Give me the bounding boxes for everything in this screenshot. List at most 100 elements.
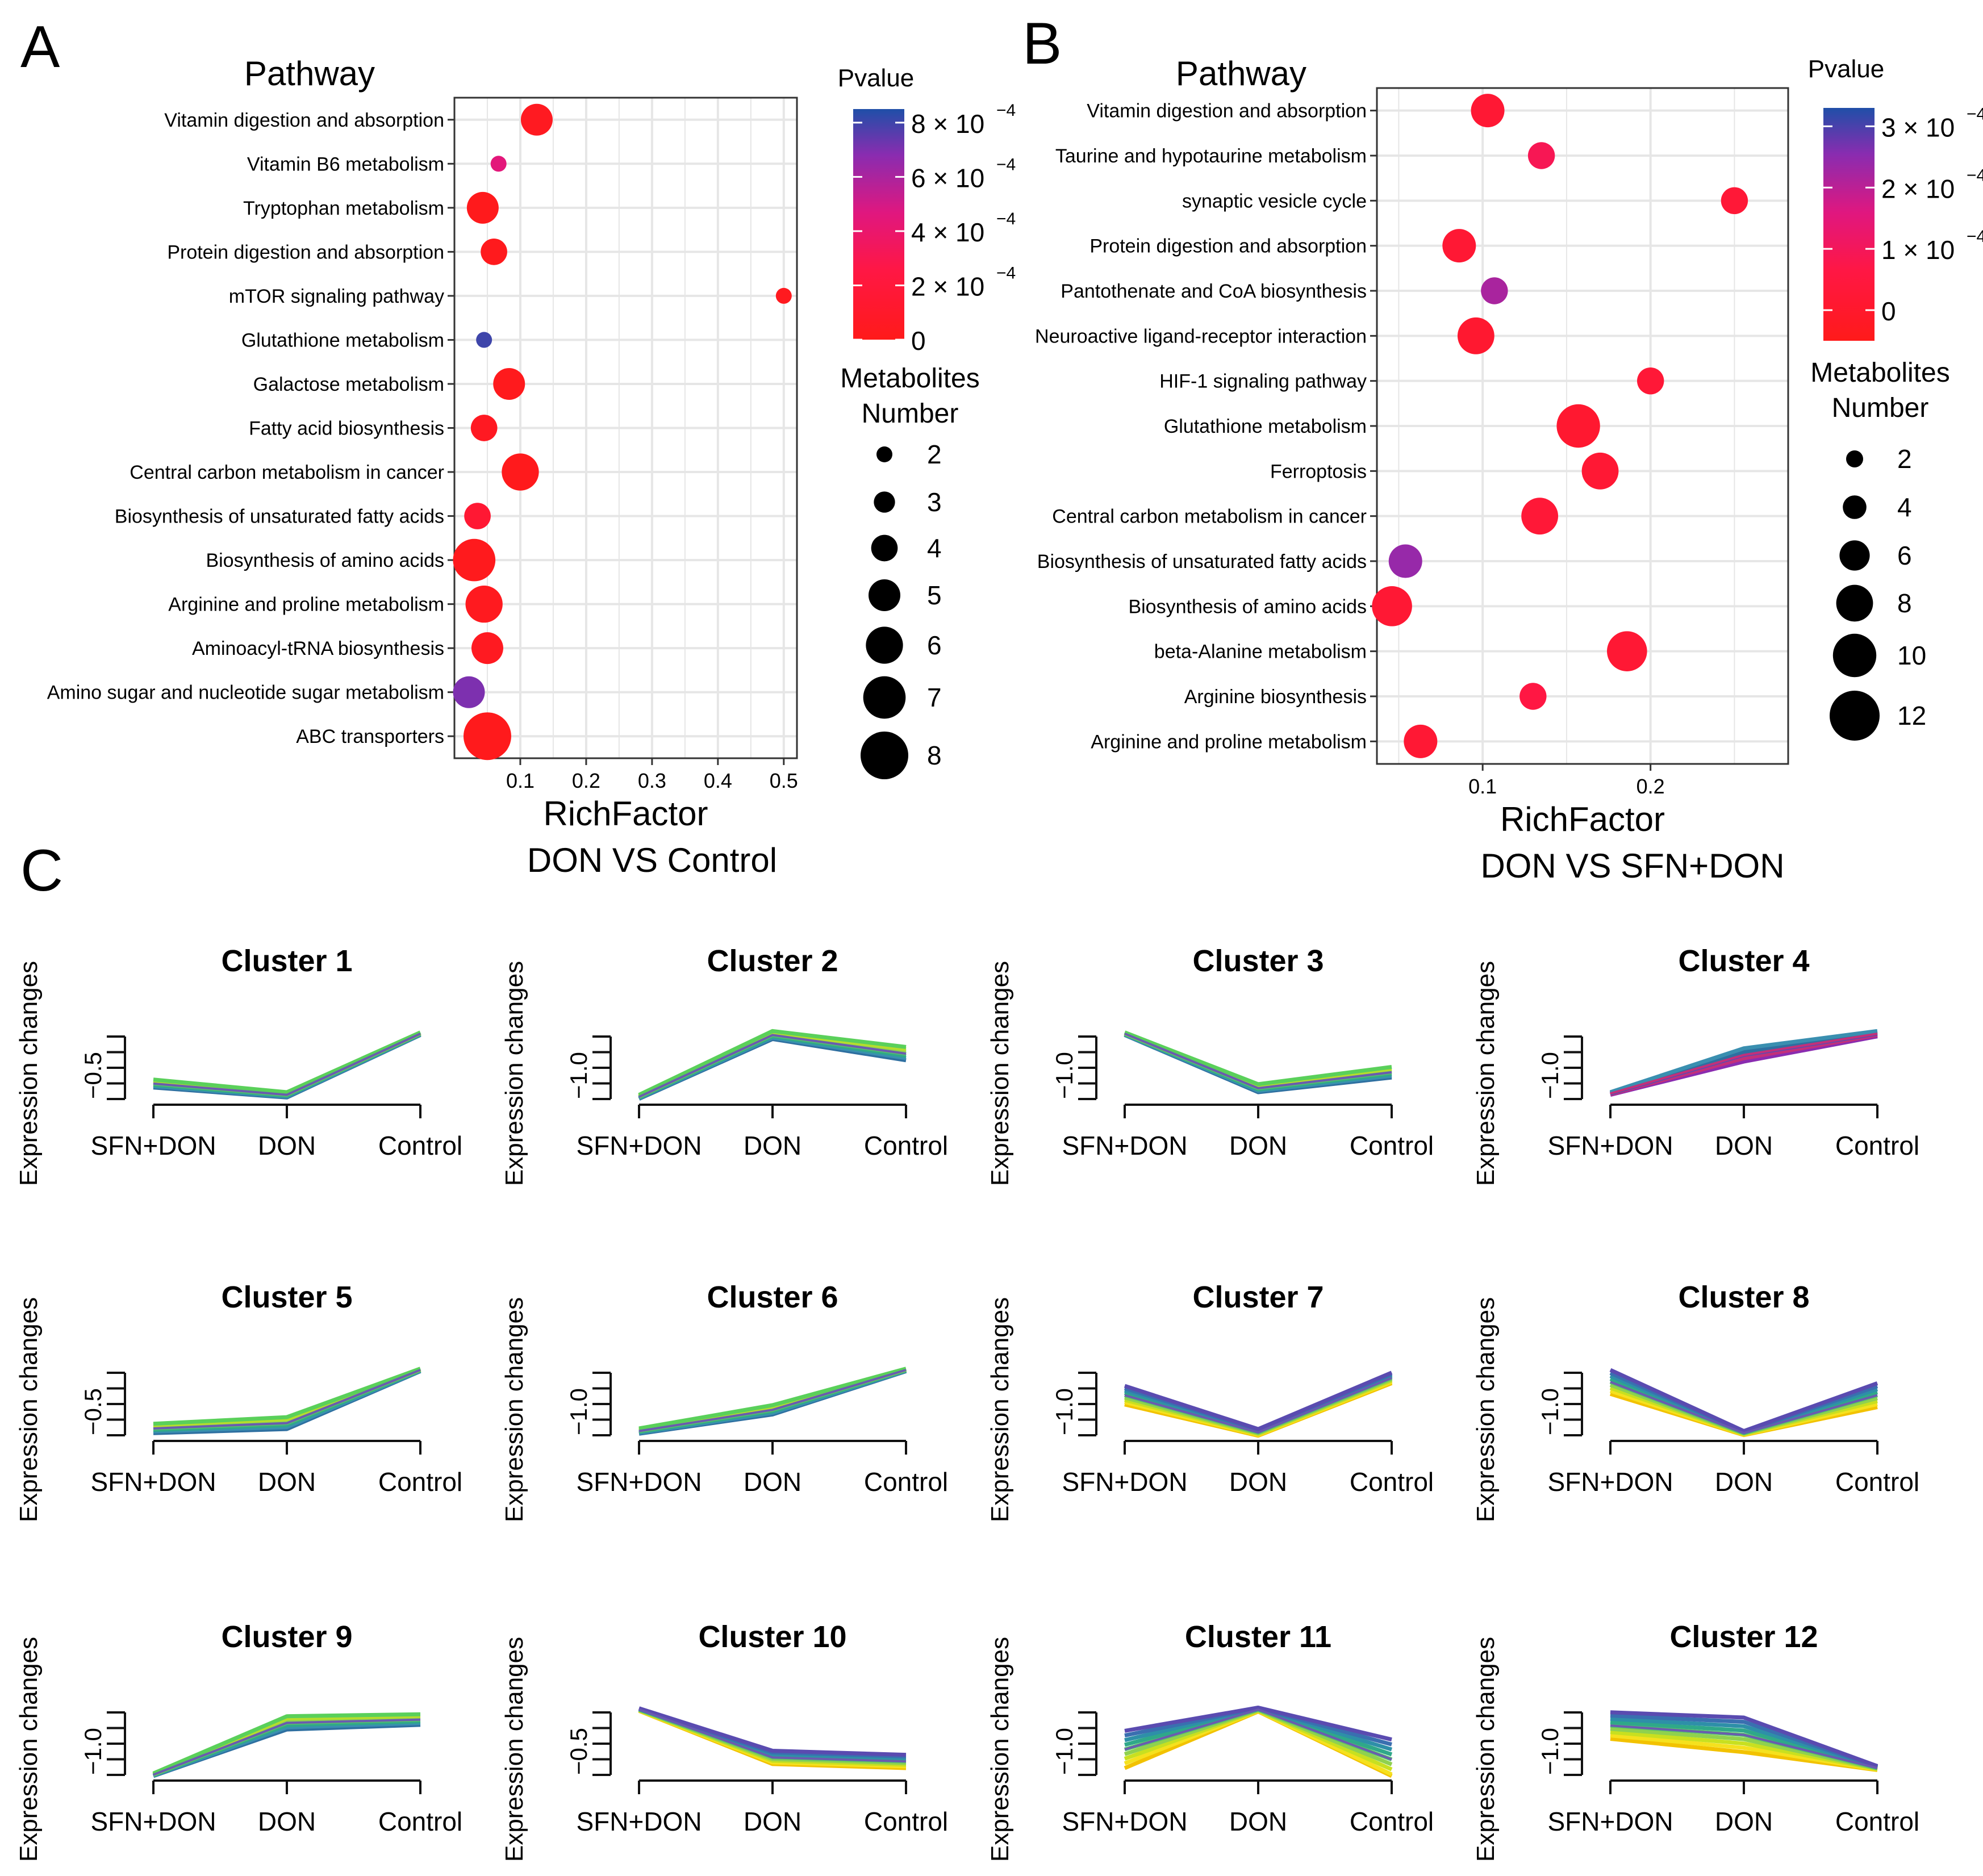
pathway-bubble (1637, 367, 1664, 395)
cluster-plot: Cluster 4 Expression changes −1.0 SFN+DON DO… (1472, 944, 1919, 1186)
pvalue-tick-label: 8 × 10 (911, 109, 984, 139)
x-tick-label: 0.1 (506, 769, 535, 792)
y-axis-label: Expression changes (15, 961, 43, 1186)
x-tick-label: Control (1350, 1131, 1434, 1160)
y-axis-label: Expression changes (15, 1297, 43, 1522)
expression-line (153, 1367, 421, 1426)
pathway-bubble (502, 453, 539, 491)
expression-mean-line (638, 1708, 907, 1763)
expression-line (638, 1029, 907, 1097)
y-tick-label: −1.0 (565, 1052, 592, 1099)
pathway-label: Glutathione metabolism (241, 329, 444, 351)
x-tick-label: DON (1229, 1467, 1287, 1497)
pvalue-tick-label: 2 × 10 (911, 271, 984, 301)
size-legend-label: 6 (927, 630, 942, 660)
size-legend-dot (1839, 540, 1870, 571)
x-tick-label: DON (258, 1807, 316, 1836)
pathway-bubble (1388, 544, 1422, 578)
size-legend-title: Metabolites (1810, 358, 1949, 388)
expression-mean-line (153, 1369, 421, 1430)
x-tick-label: Control (864, 1807, 948, 1836)
expression-mean-line (1124, 1033, 1392, 1089)
cluster-title: Cluster 12 (1669, 1620, 1818, 1654)
x-tick-label: DON (1715, 1807, 1773, 1836)
expression-line (152, 1712, 421, 1775)
pathway-label: Ferroptosis (1270, 461, 1367, 482)
expression-mean-line (1124, 1377, 1392, 1434)
cluster-title: Cluster 6 (707, 1280, 838, 1314)
y-tick-label: −0.5 (80, 1388, 106, 1435)
size-legend-title: Metabolites (840, 363, 979, 394)
size-legend-label: 7 (927, 683, 942, 712)
y-tick-label: −1.0 (565, 1388, 592, 1435)
y-axis-label: Expression changes (1472, 1637, 1500, 1862)
size-legend-dot (1843, 495, 1867, 519)
pathway-label: Arginine biosynthesis (1184, 686, 1367, 708)
size-legend-label: 8 (1897, 588, 1912, 618)
x-tick-label: 0.2 (572, 769, 600, 792)
pvalue-tick-label: 2 × 10 (1881, 174, 1955, 203)
pathway-label: Biosynthesis of unsaturated fatty acids (1037, 551, 1367, 573)
expression-mean-line (638, 1369, 907, 1432)
pathway-bubble (1721, 187, 1748, 215)
pathway-label: Central carbon metabolism in cancer (1052, 506, 1367, 528)
size-legend-dot (871, 534, 898, 562)
expression-mean-line (153, 1718, 421, 1776)
pathway-label: Protein digestion and absorption (1089, 236, 1367, 257)
bubble-chart-a: Pathway Vitamin digestion and absorption V… (47, 55, 1016, 879)
size-legend-label: 8 (927, 741, 942, 770)
pathway-label: Vitamin B6 metabolism (247, 153, 444, 175)
y-axis-label: Expression changes (15, 1637, 43, 1862)
y-axis-label: Expression changes (500, 1297, 528, 1522)
x-tick-label: DON (744, 1467, 801, 1497)
expression-line (1124, 1373, 1393, 1433)
x-tick-label: Control (1835, 1807, 1919, 1836)
pathway-bubble (471, 632, 503, 665)
panel-label-a: A (20, 14, 60, 80)
pathway-label: Neuroactive ligand-receptor interaction (1035, 325, 1367, 347)
pathway-bubble (1442, 229, 1476, 263)
x-tick-label: 0.2 (1637, 775, 1665, 798)
cluster-plot: Cluster 9 Expression changes −1.0 SFN+DON DO… (15, 1620, 462, 1862)
pathway-label: Central carbon metabolism in cancer (130, 462, 444, 483)
cluster-title: Cluster 10 (698, 1620, 846, 1654)
size-legend-label: 4 (927, 533, 942, 563)
x-tick-label: SFN+DON (1062, 1131, 1187, 1160)
x-tick-label: 0.1 (1468, 775, 1497, 798)
pathway-bubble (1457, 317, 1494, 354)
pathway-bubble (1556, 404, 1600, 448)
pathway-bubble (775, 287, 792, 304)
x-tick-label: Control (378, 1807, 462, 1836)
x-tick-label: Control (864, 1131, 948, 1160)
pvalue-color-bar (853, 109, 904, 340)
expression-line (153, 1030, 421, 1094)
pathway-bubble (453, 538, 496, 582)
pathway-bubble (464, 503, 491, 529)
pathway-label: Protein digestion and absorption (167, 241, 444, 263)
pathway-bubble (476, 332, 492, 348)
y-tick-label: −1.0 (1537, 1728, 1563, 1775)
pathway-bubble (520, 103, 553, 136)
size-legend-dot (861, 732, 908, 779)
size-legend-label: 5 (927, 580, 942, 610)
cluster-title: Cluster 1 (221, 944, 352, 978)
pvalue-tick-label: 4 × 10 (911, 218, 984, 247)
size-legend-dot (876, 446, 892, 462)
expression-mean-line (1124, 1708, 1392, 1761)
x-tick-label: Control (1835, 1467, 1919, 1497)
pvalue-tick-label: 6 × 10 (911, 163, 984, 193)
cluster-plot: Cluster 10 Expression changes −0.5 SFN+DON D… (500, 1620, 948, 1862)
y-tick-label: −1.0 (80, 1728, 106, 1775)
x-tick-label: SFN+DON (1547, 1131, 1673, 1160)
cluster-title: Cluster 3 (1192, 944, 1324, 978)
x-tick-label: 0.4 (704, 769, 732, 792)
pathway-bubble (463, 712, 511, 761)
size-legend-label: 2 (927, 440, 942, 469)
pathway-bubble (1521, 498, 1559, 535)
size-legend-dot (1846, 450, 1863, 467)
size-legend-label: 12 (1897, 701, 1926, 730)
pathway-label: Tryptophan metabolism (243, 198, 444, 219)
size-legend-label: 2 (1897, 444, 1912, 474)
cluster-plot: Cluster 5 Expression changes −0.5 SFN+DON DO… (15, 1280, 462, 1522)
